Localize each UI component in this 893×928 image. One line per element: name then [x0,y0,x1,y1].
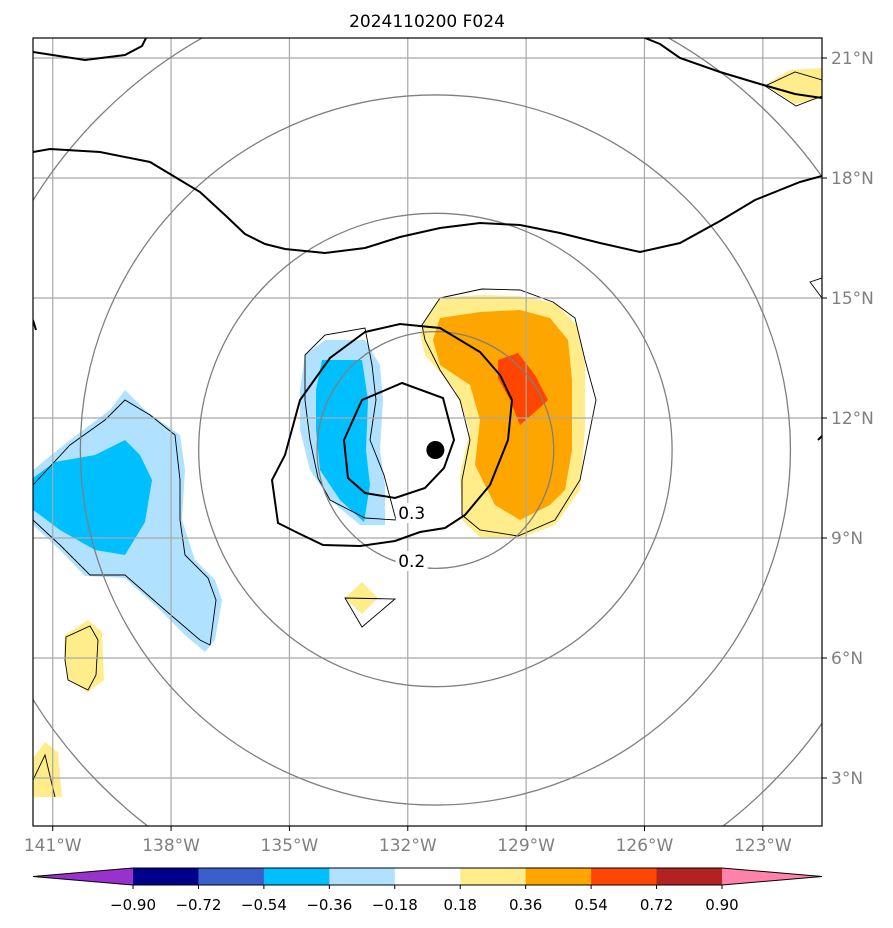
colorbar-tick-label: −0.54 [241,896,287,914]
colorbar-segment [133,868,199,885]
thick-contour-north [33,147,822,255]
colorbar-tick-label: −0.72 [175,896,221,914]
contour-labels: 0.3 0.2 [395,503,428,572]
range-ring [198,212,673,688]
colorbar-tick-label: −0.90 [110,896,156,914]
lat-tick-label: 3°N [831,769,863,789]
shaded-fields [33,68,822,797]
colorbar-tick-label: 0.36 [509,896,542,914]
colorbar-tick-label: 0.90 [705,896,738,914]
positive-field-patch-corner [33,742,62,797]
colorbar-segment [591,868,658,885]
colorbar-segment [656,868,723,885]
colorbar-labels: −0.90 −0.72 −0.54 −0.36 −0.18 0.18 0.36 0.54 0.7… [110,885,739,914]
range-ring [316,330,555,569]
colorbar-extend-high [722,868,822,885]
lat-tick-label: 18°N [831,169,874,189]
thin-contour-east [421,288,597,537]
lon-tick-label: 123°W [734,836,792,856]
thin-contours [33,71,822,798]
positive-field-east-mid [433,310,572,520]
thin-contour-patch-ne [764,71,822,107]
lon-tick-label: 141°W [24,836,82,856]
thick-contours [33,38,822,548]
negative-field-west-dark [33,440,152,555]
lon-tick-label: 138°W [142,836,200,856]
lat-tick-label: 21°N [831,49,874,69]
colorbar-extend-low [33,868,133,885]
lat-tick-label: 12°N [831,409,874,429]
colorbar-tick-label: 0.72 [640,896,673,914]
thick-contour-north-top [33,38,147,62]
colorbar-tick-label: −0.36 [306,896,352,914]
colorbar-tick-label: 0.54 [574,896,607,914]
colorbar-segment [198,868,265,885]
positive-field-patch-ne [765,68,822,104]
colorbar-segment [460,868,527,885]
thick-contour-north-top-east [644,38,822,99]
colorbar-segment [329,868,396,885]
lon-tick-label: 132°W [379,836,437,856]
colorbar-segment [263,868,330,885]
map-frame [32,37,823,827]
positive-field-patch-sw [64,620,104,692]
colorbar-segment [525,868,592,885]
thin-contour-patch-south [344,597,397,628]
lon-tick-label: 126°W [616,836,674,856]
latitude-labels: 21°N 18°N 15°N 12°N 9°N 6°N 3°N [822,49,874,789]
positive-field-east-dark [498,353,548,425]
lat-tick-label: 6°N [831,649,863,669]
lat-tick-label: 9°N [831,529,863,549]
map-title: 2024110200 F024 [349,12,505,32]
storm-center-marker [426,441,445,459]
thick-contour-0.2 [270,322,514,548]
colorbar [32,867,823,886]
thick-contour-0.3 [342,381,456,500]
colorbar-segment [394,868,461,885]
contour-label-bg [395,503,428,523]
colorbar-tick-label: 0.18 [444,896,477,914]
lat-tick-label: 15°N [831,289,874,309]
thick-contour-edge-east [817,435,822,441]
negative-field-center-dark [316,360,370,522]
thin-contour-west [33,399,217,646]
contour-label: 0.3 [398,504,425,524]
thin-contour-patch-sw [64,625,99,691]
contour-label-bg [395,551,428,571]
thin-contour-patch-corner [33,753,56,798]
thin-contour-edge-east [809,277,822,299]
longitude-labels: 141°W 138°W 135°W 132°W 129°W 126°W 123°W [24,826,792,856]
graticule [33,38,822,826]
colorbar-tick-label: −0.18 [372,896,418,914]
lon-tick-label: 135°W [261,836,319,856]
contour-label: 0.2 [398,552,425,572]
range-ring [79,94,792,806]
lon-tick-label: 129°W [497,836,555,856]
